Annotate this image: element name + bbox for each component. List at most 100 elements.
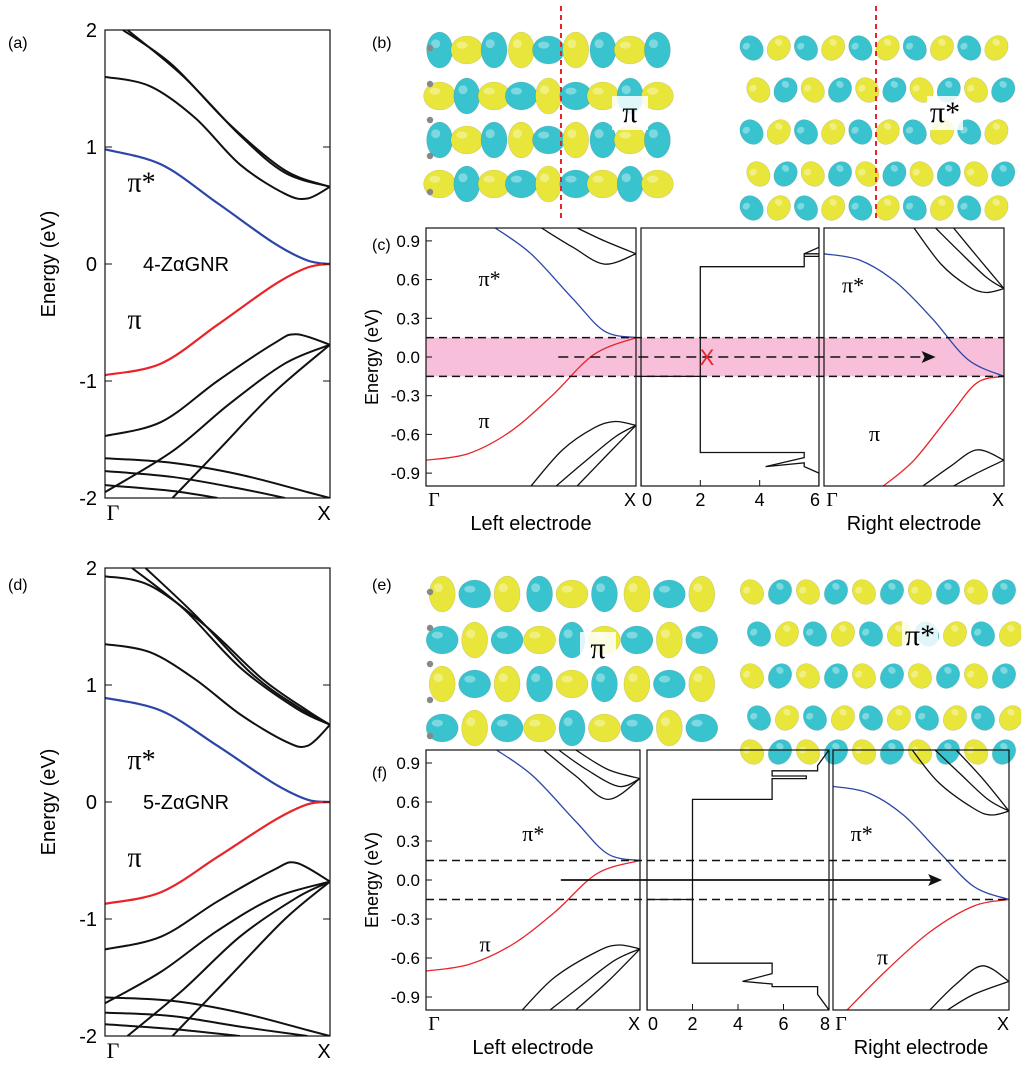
orbital-lobe (875, 119, 900, 145)
orbital-label-pi-star: π* (930, 96, 960, 129)
orbital-lobe (458, 579, 491, 609)
lobe-highlight (883, 38, 892, 46)
lobe-shape (562, 31, 590, 69)
orbital-lobe (991, 161, 1016, 187)
band-line (105, 457, 330, 498)
y-tick-label: 0.9 (396, 232, 420, 251)
orbital-lobe (532, 35, 565, 65)
lobe-shape (828, 161, 852, 187)
carbon-atom (426, 624, 434, 632)
lobe-highlight (944, 666, 952, 674)
orbital-label-bg (580, 632, 616, 666)
orbital-lobe (773, 161, 798, 187)
lobe-highlight (458, 173, 468, 183)
orbital-lobe (586, 81, 620, 111)
lobe-highlight (626, 719, 638, 727)
lobe-highlight (992, 122, 1000, 130)
orbital-lobe (562, 121, 590, 159)
lobe-shape (653, 579, 686, 609)
x-tick-label: Γ (835, 1013, 847, 1035)
band-line (171, 880, 330, 1036)
band-line (105, 75, 330, 201)
orbital-lobe (859, 705, 883, 731)
band-line (105, 643, 330, 748)
lobe-highlight (951, 708, 959, 716)
lobe-shape (902, 195, 927, 221)
lobe-shape (821, 195, 846, 221)
x-tick-label: X (317, 1041, 330, 1063)
orbital-lobe (957, 195, 982, 221)
lobe-shape (794, 35, 818, 61)
orbital-lobe (493, 575, 521, 613)
lobe-shape (526, 665, 553, 703)
orbital-lobe (882, 161, 907, 187)
lobe-highlight (743, 670, 751, 678)
orbital-lobe (656, 709, 683, 747)
lobe-shape (852, 739, 876, 765)
lobe-shape (964, 77, 988, 103)
lobe-shape (766, 119, 791, 145)
f-right-content (833, 750, 1009, 1010)
orbital-lobe (957, 35, 982, 61)
lobe-highlight (832, 582, 840, 590)
orbital-lobe (971, 705, 995, 731)
pi-star-band (833, 785, 1009, 901)
x-tick-label: Γ (428, 1013, 440, 1035)
y-tick-label: 0.0 (396, 348, 420, 367)
lobe-highlight (531, 583, 541, 593)
lobe-shape (641, 169, 674, 199)
lobe-shape (504, 169, 538, 199)
orbital-lobe (526, 665, 553, 703)
orbital-lobe (555, 669, 589, 699)
lobe-shape (794, 119, 818, 145)
orbital-lobe (852, 739, 876, 765)
carbon-atom (426, 44, 434, 52)
lobe-highlight (592, 87, 604, 95)
pi-star-label: π* (128, 167, 156, 198)
orbital-lobe (824, 579, 848, 605)
x-tick-label: Γ (107, 1038, 120, 1063)
lobe-highlight (693, 583, 703, 593)
lobe-highlight (951, 624, 959, 632)
lobe-highlight (945, 80, 953, 88)
carbon-atom (426, 188, 434, 196)
lobe-shape (504, 81, 538, 111)
lobe-highlight (992, 198, 1000, 206)
orbital-lobe (425, 713, 459, 743)
lobe-shape (588, 713, 621, 743)
y-axis-label: Energy (eV) (362, 832, 382, 928)
orbital-lobe (766, 119, 791, 145)
carbon-atom (426, 152, 434, 160)
orbital-lobe (794, 35, 818, 61)
y-tick-label: -2 (79, 488, 97, 510)
lobe-shape (957, 195, 982, 221)
lobe-highlight (742, 42, 750, 50)
pi-star-label: π* (479, 266, 501, 291)
orbital-lobe (766, 35, 791, 61)
lobe-highlight (594, 719, 606, 727)
orbital-label-bg (927, 96, 963, 130)
lobe-shape (909, 161, 934, 187)
orbital-lobe (773, 77, 798, 103)
lobe-highlight (433, 673, 443, 683)
lobe-highlight (485, 129, 495, 139)
lobe-highlight (803, 84, 812, 92)
band-line (913, 228, 1004, 294)
pi-label: π (877, 945, 888, 970)
band-gap-region (426, 337, 1004, 377)
lobe-shape (902, 35, 927, 61)
lobe-shape (740, 739, 764, 765)
lobe-shape (425, 625, 459, 655)
pi-star-band (105, 148, 330, 266)
x-tick-label: 6 (810, 490, 820, 510)
orbital-lobe (848, 195, 873, 221)
lobe-shape (453, 165, 481, 203)
orbital-lobe (936, 161, 961, 187)
lobe-highlight (999, 164, 1007, 172)
y-tick-label: -0.9 (391, 988, 420, 1007)
lobe-shape (739, 35, 764, 61)
lobe-highlight (806, 712, 814, 720)
lobe-shape (999, 705, 1021, 731)
orbital-lobe (641, 81, 674, 111)
lobe-shape (984, 35, 1009, 61)
